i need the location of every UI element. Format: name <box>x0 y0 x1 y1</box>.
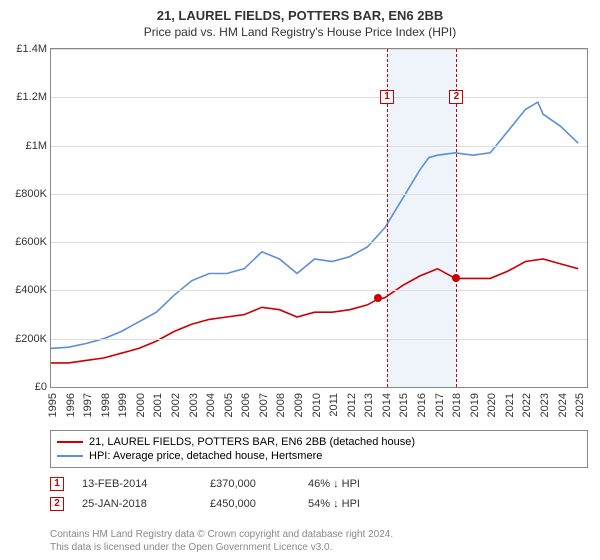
chart-lines-svg <box>51 49 587 387</box>
x-axis-label: 2007 <box>258 393 270 417</box>
x-axis-label: 2004 <box>205 393 217 417</box>
gridline-horizontal <box>51 194 587 195</box>
transaction-delta: 46% ↓ HPI <box>308 478 388 490</box>
chart-subtitle: Price paid vs. HM Land Registry's House … <box>0 23 600 43</box>
x-axis-label: 1999 <box>117 393 129 417</box>
x-axis-label: 2006 <box>240 393 252 417</box>
transaction-marker-badge: 1 <box>380 90 394 104</box>
x-axis-label: 1996 <box>65 393 77 417</box>
y-axis-label: £800K <box>15 188 47 200</box>
series-line-price_paid <box>51 259 578 363</box>
y-axis-label: £1.4M <box>16 43 47 55</box>
legend-swatch <box>57 455 83 457</box>
legend-label: HPI: Average price, detached house, Hert… <box>89 450 322 462</box>
footer-attribution: Contains HM Land Registry data © Crown c… <box>50 528 588 554</box>
x-axis-label: 2005 <box>223 393 235 417</box>
x-axis-label: 2009 <box>293 393 305 417</box>
gridline-horizontal <box>51 97 587 98</box>
x-axis-label: 2010 <box>311 393 323 417</box>
x-axis-label: 2012 <box>346 393 358 417</box>
x-axis-label: 2021 <box>504 393 516 417</box>
chart-title: 21, LAUREL FIELDS, POTTERS BAR, EN6 2BB <box>0 0 600 23</box>
gridline-horizontal <box>51 146 587 147</box>
transaction-number-badge: 2 <box>50 497 64 511</box>
transactions-table: 1 13-FEB-2014 £370,000 46% ↓ HPI 2 25-JAN-201… <box>50 474 588 514</box>
legend-item: 21, LAUREL FIELDS, POTTERS BAR, EN6 2BB … <box>57 435 581 449</box>
x-axis-label: 2017 <box>434 393 446 417</box>
y-axis-label: £400K <box>15 284 47 296</box>
x-axis-label: 1998 <box>100 393 112 417</box>
gridline-horizontal <box>51 339 587 340</box>
transaction-row: 2 25-JAN-2018 £450,000 54% ↓ HPI <box>50 494 588 514</box>
legend-box: 21, LAUREL FIELDS, POTTERS BAR, EN6 2BB … <box>50 430 588 468</box>
transaction-row: 1 13-FEB-2014 £370,000 46% ↓ HPI <box>50 474 588 494</box>
y-axis-label: £200K <box>15 333 47 345</box>
transaction-price: £370,000 <box>210 478 290 490</box>
x-axis-label: 2000 <box>135 393 147 417</box>
gridline-horizontal <box>51 49 587 50</box>
x-axis-label: 2013 <box>363 393 375 417</box>
y-axis-label: £1M <box>26 140 47 152</box>
footer-line1: Contains HM Land Registry data © Crown c… <box>50 528 588 541</box>
legend-item: HPI: Average price, detached house, Hert… <box>57 449 581 463</box>
legend-swatch <box>57 441 83 443</box>
y-axis-label: £600K <box>15 236 47 248</box>
footer-line2: This data is licensed under the Open Gov… <box>50 541 588 554</box>
x-axis-label: 2016 <box>416 393 428 417</box>
x-axis-label: 2022 <box>521 393 533 417</box>
transaction-delta: 54% ↓ HPI <box>308 498 388 510</box>
x-axis-label: 2008 <box>275 393 287 417</box>
transaction-price: £450,000 <box>210 498 290 510</box>
transaction-date: 25-JAN-2018 <box>82 498 192 510</box>
x-axis-label: 2015 <box>398 393 410 417</box>
transaction-dot <box>452 274 460 282</box>
gridline-horizontal <box>51 242 587 243</box>
x-axis-label: 2003 <box>188 393 200 417</box>
x-axis-label: 2019 <box>469 393 481 417</box>
x-axis-label: 2025 <box>574 393 586 417</box>
x-axis-label: 2001 <box>152 393 164 417</box>
x-axis-label: 1995 <box>47 393 59 417</box>
x-axis-label: 2024 <box>557 393 569 417</box>
x-axis-label: 2002 <box>170 393 182 417</box>
x-axis-label: 2020 <box>486 393 498 417</box>
legend-label: 21, LAUREL FIELDS, POTTERS BAR, EN6 2BB … <box>89 436 415 448</box>
x-axis-label: 2023 <box>539 393 551 417</box>
x-axis-label: 2014 <box>381 393 393 417</box>
x-axis-label: 1997 <box>82 393 94 417</box>
gridline-horizontal <box>51 290 587 291</box>
transaction-dot <box>374 294 382 302</box>
transaction-date: 13-FEB-2014 <box>82 478 192 490</box>
y-axis-label: £0 <box>35 381 47 393</box>
transaction-marker-badge: 2 <box>449 90 463 104</box>
x-axis-label: 2018 <box>451 393 463 417</box>
chart-plot-area: £0£200K£400K£600K£800K£1M£1.2M£1.4M19951… <box>50 48 588 388</box>
x-axis-label: 2011 <box>328 393 340 417</box>
transaction-number-badge: 1 <box>50 477 64 491</box>
y-axis-label: £1.2M <box>16 91 47 103</box>
